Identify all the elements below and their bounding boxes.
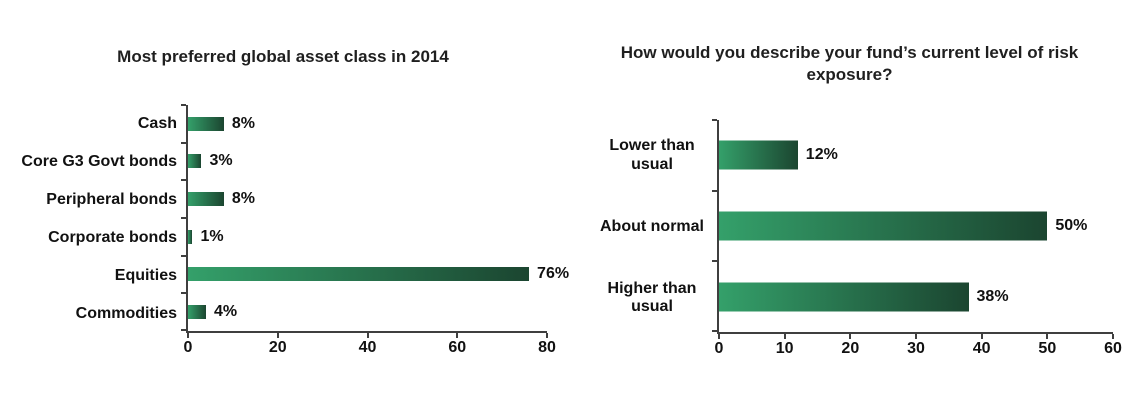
x-axis-tick (456, 333, 459, 338)
x-axis-tick-label: 40 (358, 339, 377, 356)
category-labels: Lower than usual About normal Higher than … (596, 120, 708, 334)
y-axis-tick (712, 260, 717, 263)
y-axis-tick (712, 189, 717, 192)
y-axis-tick (181, 141, 186, 144)
x-axis-tick (187, 333, 189, 338)
bar (719, 140, 798, 170)
bar-row: 3% (188, 143, 547, 181)
value-label: 12% (805, 146, 838, 164)
y-axis-tick (181, 254, 186, 257)
risk-exposure-chart: How would you describe your fund’s curre… (566, 0, 1133, 410)
value-label: 1% (200, 227, 224, 245)
x-axis-tick (849, 334, 852, 339)
x-axis-tick-label: 30 (907, 340, 925, 357)
value-label: 4% (213, 303, 238, 321)
x-axis-tick-label: 40 (972, 340, 991, 357)
x-axis-tick-label: 60 (448, 339, 467, 356)
category-label: Core G3 Govt bonds (21, 152, 177, 170)
y-axis-tick (181, 217, 186, 219)
x-axis-tick (915, 334, 917, 339)
chart-title: Most preferred global asset class in 201… (117, 47, 449, 66)
x-axis-tick (276, 333, 279, 338)
y-axis-tick (181, 104, 186, 106)
bar (719, 282, 969, 312)
value-label: 38% (976, 287, 1009, 305)
x-axis-tick (783, 334, 786, 339)
x-axis-tick-label: 0 (714, 340, 724, 357)
bar-row: 1% (188, 218, 547, 256)
category-label: Commodities (75, 304, 177, 322)
y-axis-tick (712, 119, 717, 121)
x-axis-tick (1046, 334, 1049, 339)
bar (188, 192, 224, 207)
bar-row: 4% (188, 293, 547, 331)
value-label: 50% (1055, 216, 1088, 234)
bar-row: 76% (188, 256, 569, 294)
bar (719, 211, 1048, 241)
bar-row: 8% (188, 105, 547, 143)
y-axis-tick (712, 330, 717, 332)
category-labels: Cash Core G3 Govt bonds Peripheral bonds Co… (7, 105, 177, 333)
value-label: 8% (231, 114, 256, 132)
x-axis-tick-label: 20 (268, 339, 287, 356)
x-axis-tick-label: 0 (183, 339, 193, 356)
x-axis-tick (366, 333, 369, 338)
value-label: 76% (537, 265, 570, 283)
x-axis-tick (1112, 334, 1114, 339)
bar (188, 267, 530, 282)
bar-row: 12% (719, 120, 1113, 191)
category-label: Equities (114, 266, 177, 284)
category-label: About normal (600, 217, 704, 235)
y-axis-tick (181, 292, 186, 295)
y-axis-tick (181, 179, 186, 182)
y-axis-tick (181, 329, 186, 331)
bar (188, 305, 206, 320)
bar-row: 50% (719, 191, 1113, 262)
asset-class-chart: Most preferred global asset class in 201… (0, 0, 569, 410)
plot-area: 8% 3% 8% 1% 76% 4% 0 20 40 60 80 (181, 104, 569, 356)
category-label: Cash (137, 114, 177, 132)
category-label: Higher than usual (607, 279, 697, 316)
value-label: 3% (209, 152, 233, 170)
bar (188, 229, 193, 244)
category-label: Lower than usual (609, 137, 695, 173)
x-axis-tick (718, 334, 720, 339)
chart-title: How would you describe your fund’s curre… (620, 43, 1079, 84)
x-axis-tick-label: 20 (841, 340, 860, 357)
category-label: Peripheral bonds (46, 190, 177, 208)
bar (188, 116, 224, 131)
bar-row: 38% (719, 261, 1113, 332)
bar-row: 8% (188, 180, 547, 218)
plot-area: 12% 50% 38% 0 10 20 30 40 50 60 (712, 119, 1122, 357)
bar (188, 154, 202, 169)
x-axis-tick-label: 10 (775, 340, 794, 357)
value-label: 8% (231, 190, 256, 208)
x-axis-tick-label: 60 (1104, 340, 1122, 357)
x-axis-tick-label: 80 (538, 339, 556, 356)
x-axis-tick-label: 50 (1038, 340, 1057, 357)
category-label: Corporate bonds (48, 228, 177, 246)
x-axis-tick (980, 334, 983, 339)
x-axis-tick (546, 333, 548, 338)
